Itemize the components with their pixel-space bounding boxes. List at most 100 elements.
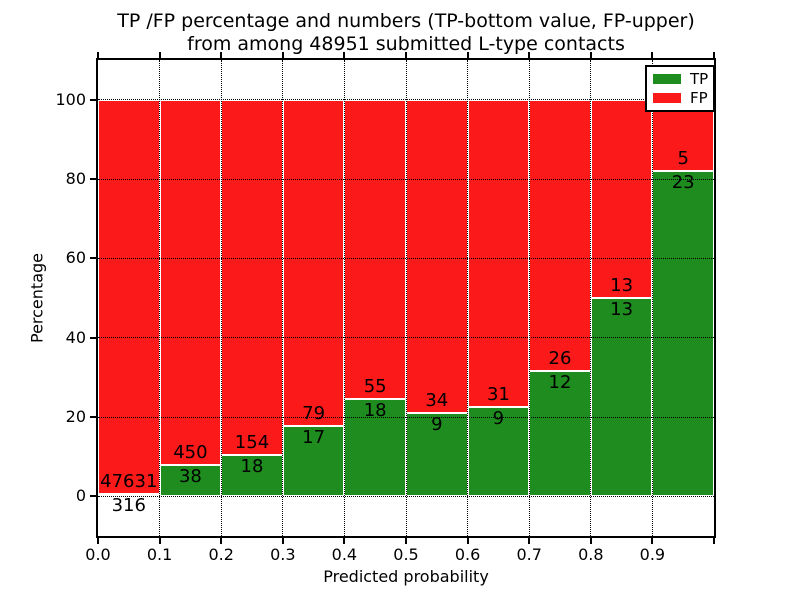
tp-bar-segment [221, 454, 283, 497]
x-tick-mark-top [589, 52, 592, 58]
fp-count-label: 154 [234, 431, 270, 453]
v-gridline [405, 60, 407, 536]
fp-count-label: 47631 [100, 470, 158, 492]
x-tick-mark [589, 538, 592, 544]
y-axis-label: Percentage [27, 252, 47, 344]
v-gridline [343, 60, 345, 536]
fp-bar-segment [221, 99, 283, 455]
tp-bar-segment [282, 426, 345, 497]
fp-count-label: 26 [548, 348, 572, 370]
fp-bar-segment [406, 99, 468, 414]
y-tick-label: 100 [55, 89, 86, 109]
x-tick-mark-top [281, 52, 284, 58]
y-tick-mark [90, 336, 96, 339]
x-tick-label: 0.7 [516, 545, 542, 564]
tp-count-label: 38 [178, 466, 202, 488]
y-tick-label: 40 [65, 327, 86, 347]
y-tick-mark [90, 178, 96, 180]
tp-bar-segment [590, 298, 653, 497]
fp-count-label: 31 [486, 384, 510, 406]
x-tick-label: 0.1 [146, 545, 173, 564]
tp-count-label: 18 [240, 455, 264, 477]
tp-count-label: 18 [363, 399, 387, 421]
x-tick-label: 0.4 [331, 545, 358, 564]
x-tick-mark [281, 538, 284, 544]
y-tick-mark [90, 257, 96, 260]
x-tick-mark [713, 538, 715, 544]
tp-legend-swatch [653, 74, 681, 84]
tp-bar-segment [529, 371, 591, 497]
fp-count-label: 34 [425, 390, 449, 412]
x-tick-mark-top [158, 52, 161, 58]
x-tick-label: 0.8 [578, 545, 604, 564]
x-tick-mark [528, 538, 531, 544]
x-tick-label: 0.5 [393, 545, 419, 564]
plot-area: TP FP 47631 316 450 38 154 18 79 17 55 18 34 9 31 9 26… [55, 52, 716, 564]
x-tick-mark [651, 538, 654, 544]
x-tick-label: 0.9 [639, 545, 666, 564]
tp-legend-label: TP [690, 70, 709, 88]
tp-count-label: 316 [111, 494, 146, 516]
fp-bar-segment [98, 99, 160, 494]
fp-count-label: 79 [302, 403, 326, 425]
x-tick-label: 0.3 [270, 545, 296, 564]
x-tick-mark-top [713, 52, 715, 58]
x-tick-mark [97, 538, 99, 544]
y-tick-mark [90, 495, 96, 498]
x-axis-label: Predicted probability [323, 567, 489, 586]
x-tick-mark [466, 538, 469, 544]
v-gridline [282, 60, 284, 536]
legend: TP FP [645, 65, 715, 112]
legend-entry-fp: FP [653, 89, 708, 107]
x-tick-mark [220, 538, 223, 544]
tp-count-label: 9 [431, 414, 443, 436]
v-gridline [159, 60, 161, 536]
fp-bar-segment [467, 99, 530, 408]
x-tick-label: 0.2 [208, 545, 234, 564]
fp-bar-segment [590, 99, 653, 298]
fp-legend-swatch [653, 93, 681, 103]
x-tick-mark-top [528, 52, 531, 58]
y-tick-mark [90, 416, 96, 418]
x-tick-mark-top [651, 52, 654, 58]
x-tick-mark-top [466, 52, 469, 58]
tp-count-label: 23 [671, 171, 695, 193]
tp-bar-segment [159, 465, 222, 497]
y-tick-mark [90, 98, 96, 101]
y-tick-label: 0 [75, 486, 86, 506]
x-tick-mark-top [343, 52, 346, 58]
x-tick-mark-top [220, 52, 223, 58]
v-gridline [590, 60, 592, 536]
y-tick-label: 80 [65, 169, 86, 188]
fp-bar-segment [282, 99, 345, 427]
tp-count-label: 12 [548, 372, 572, 394]
x-tick-label: 0.6 [454, 545, 481, 564]
fp-bar-segment [529, 99, 591, 372]
x-tick-mark [158, 538, 161, 544]
v-gridline [528, 60, 530, 536]
x-tick-mark [405, 538, 407, 544]
x-tick-mark-top [97, 52, 99, 58]
tp-count-label: 17 [302, 427, 326, 449]
fp-bar-segment [159, 99, 222, 466]
fp-legend-label: FP [690, 89, 708, 107]
chart-title: TP /FP percentage and numbers (TP-bottom… [117, 10, 695, 55]
fp-count-label: 5 [677, 147, 689, 169]
fp-count-label: 450 [173, 442, 208, 464]
y-tick-label: 60 [65, 248, 86, 268]
fp-count-label: 13 [610, 275, 634, 296]
tp-count-label: 13 [610, 299, 634, 320]
v-gridline [220, 60, 222, 536]
tp-bar-segment [652, 170, 714, 497]
legend-entry-tp: TP [653, 70, 709, 88]
y-tick-label: 20 [65, 407, 86, 426]
fp-count-label: 55 [363, 375, 387, 397]
v-gridline [651, 60, 653, 536]
v-gridline [467, 60, 469, 536]
fp-bar-segment [344, 99, 406, 399]
x-tick-mark-top [405, 52, 407, 58]
tp-count-label: 9 [492, 408, 505, 430]
x-tick-label: 0.0 [85, 545, 111, 564]
x-tick-mark [343, 538, 346, 544]
